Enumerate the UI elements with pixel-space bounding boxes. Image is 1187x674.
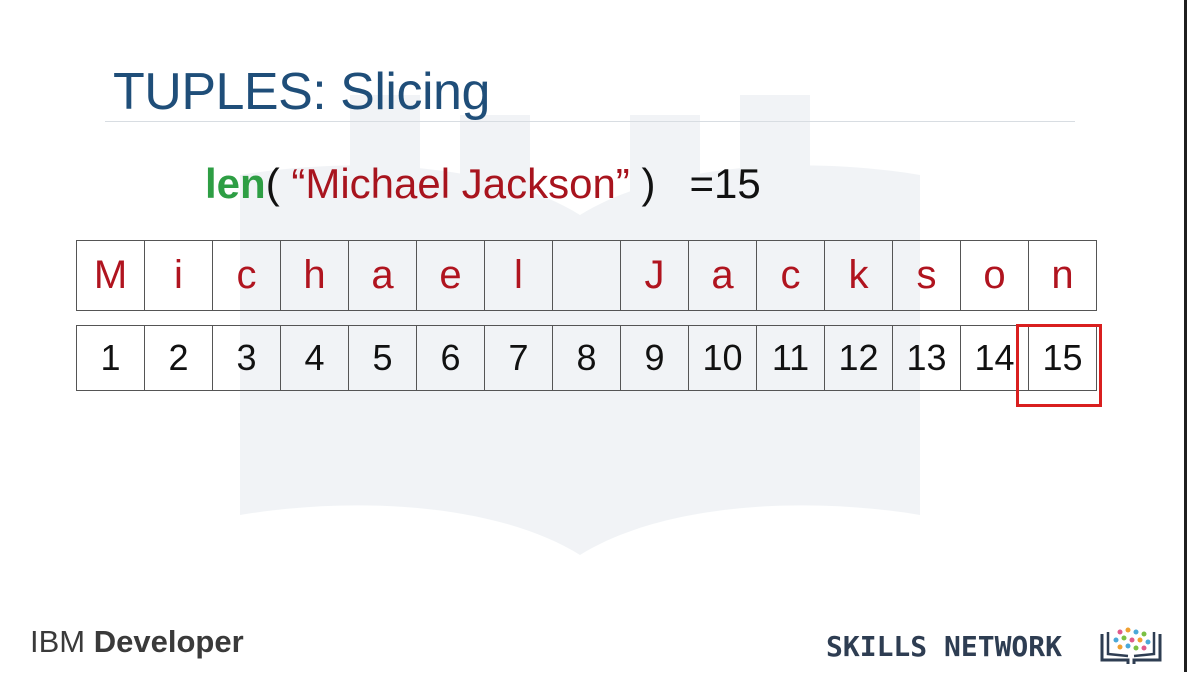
char-cell: k (825, 241, 893, 311)
index-cell: 6 (417, 326, 485, 391)
index-cell: 11 (757, 326, 825, 391)
index-cell: 13 (893, 326, 961, 391)
index-cell: 1 (77, 326, 145, 391)
title-divider (105, 121, 1075, 122)
highlight-box (1016, 324, 1102, 407)
index-cell: 4 (281, 326, 349, 391)
ibm-developer-logo: IBM Developer (30, 624, 244, 660)
index-row: 1 2 3 4 5 6 7 8 9 10 11 12 13 14 15 (76, 325, 1097, 391)
len-expression: len( “Michael Jackson” ) =15 (205, 160, 761, 216)
char-cell: n (1029, 241, 1097, 311)
index-cell: 9 (621, 326, 689, 391)
char-cell: c (757, 241, 825, 311)
index-cell: 5 (349, 326, 417, 391)
function-name: len (205, 160, 266, 207)
book-dots-logo (1100, 627, 1162, 664)
index-cell: 12 (825, 326, 893, 391)
index-cell: 3 (213, 326, 281, 391)
index-cell: 8 (553, 326, 621, 391)
char-cell-space (553, 241, 621, 311)
char-cell: M (77, 241, 145, 311)
index-cell: 10 (689, 326, 757, 391)
ibm-text: IBM (30, 624, 94, 659)
char-cell: J (621, 241, 689, 311)
index-cell: 14 (961, 326, 1029, 391)
slide-title: TUPLES: Slicing (113, 63, 490, 121)
skills-network-label: SKILLS NETWORK (826, 630, 1063, 663)
char-cell: s (893, 241, 961, 311)
open-book-icon (240, 95, 920, 556)
string-literal: “Michael Jackson” (291, 160, 630, 207)
char-cell: c (213, 241, 281, 311)
index-cell-highlighted: 15 (1029, 326, 1097, 391)
char-cell: h (281, 241, 349, 311)
open-paren: ( (265, 160, 292, 207)
char-cell: e (417, 241, 485, 311)
char-cell: i (145, 241, 213, 311)
close-paren: ) (629, 160, 656, 207)
index-cell: 2 (145, 326, 213, 391)
index-cell: 7 (485, 326, 553, 391)
char-cell: a (689, 241, 757, 311)
character-row: M i c h a e l J a c k s o n (76, 240, 1097, 311)
char-cell: l (485, 241, 553, 311)
char-cell: a (349, 241, 417, 311)
result-value: =15 (689, 160, 761, 207)
char-cell: o (961, 241, 1029, 311)
developer-text: Developer (93, 624, 244, 659)
